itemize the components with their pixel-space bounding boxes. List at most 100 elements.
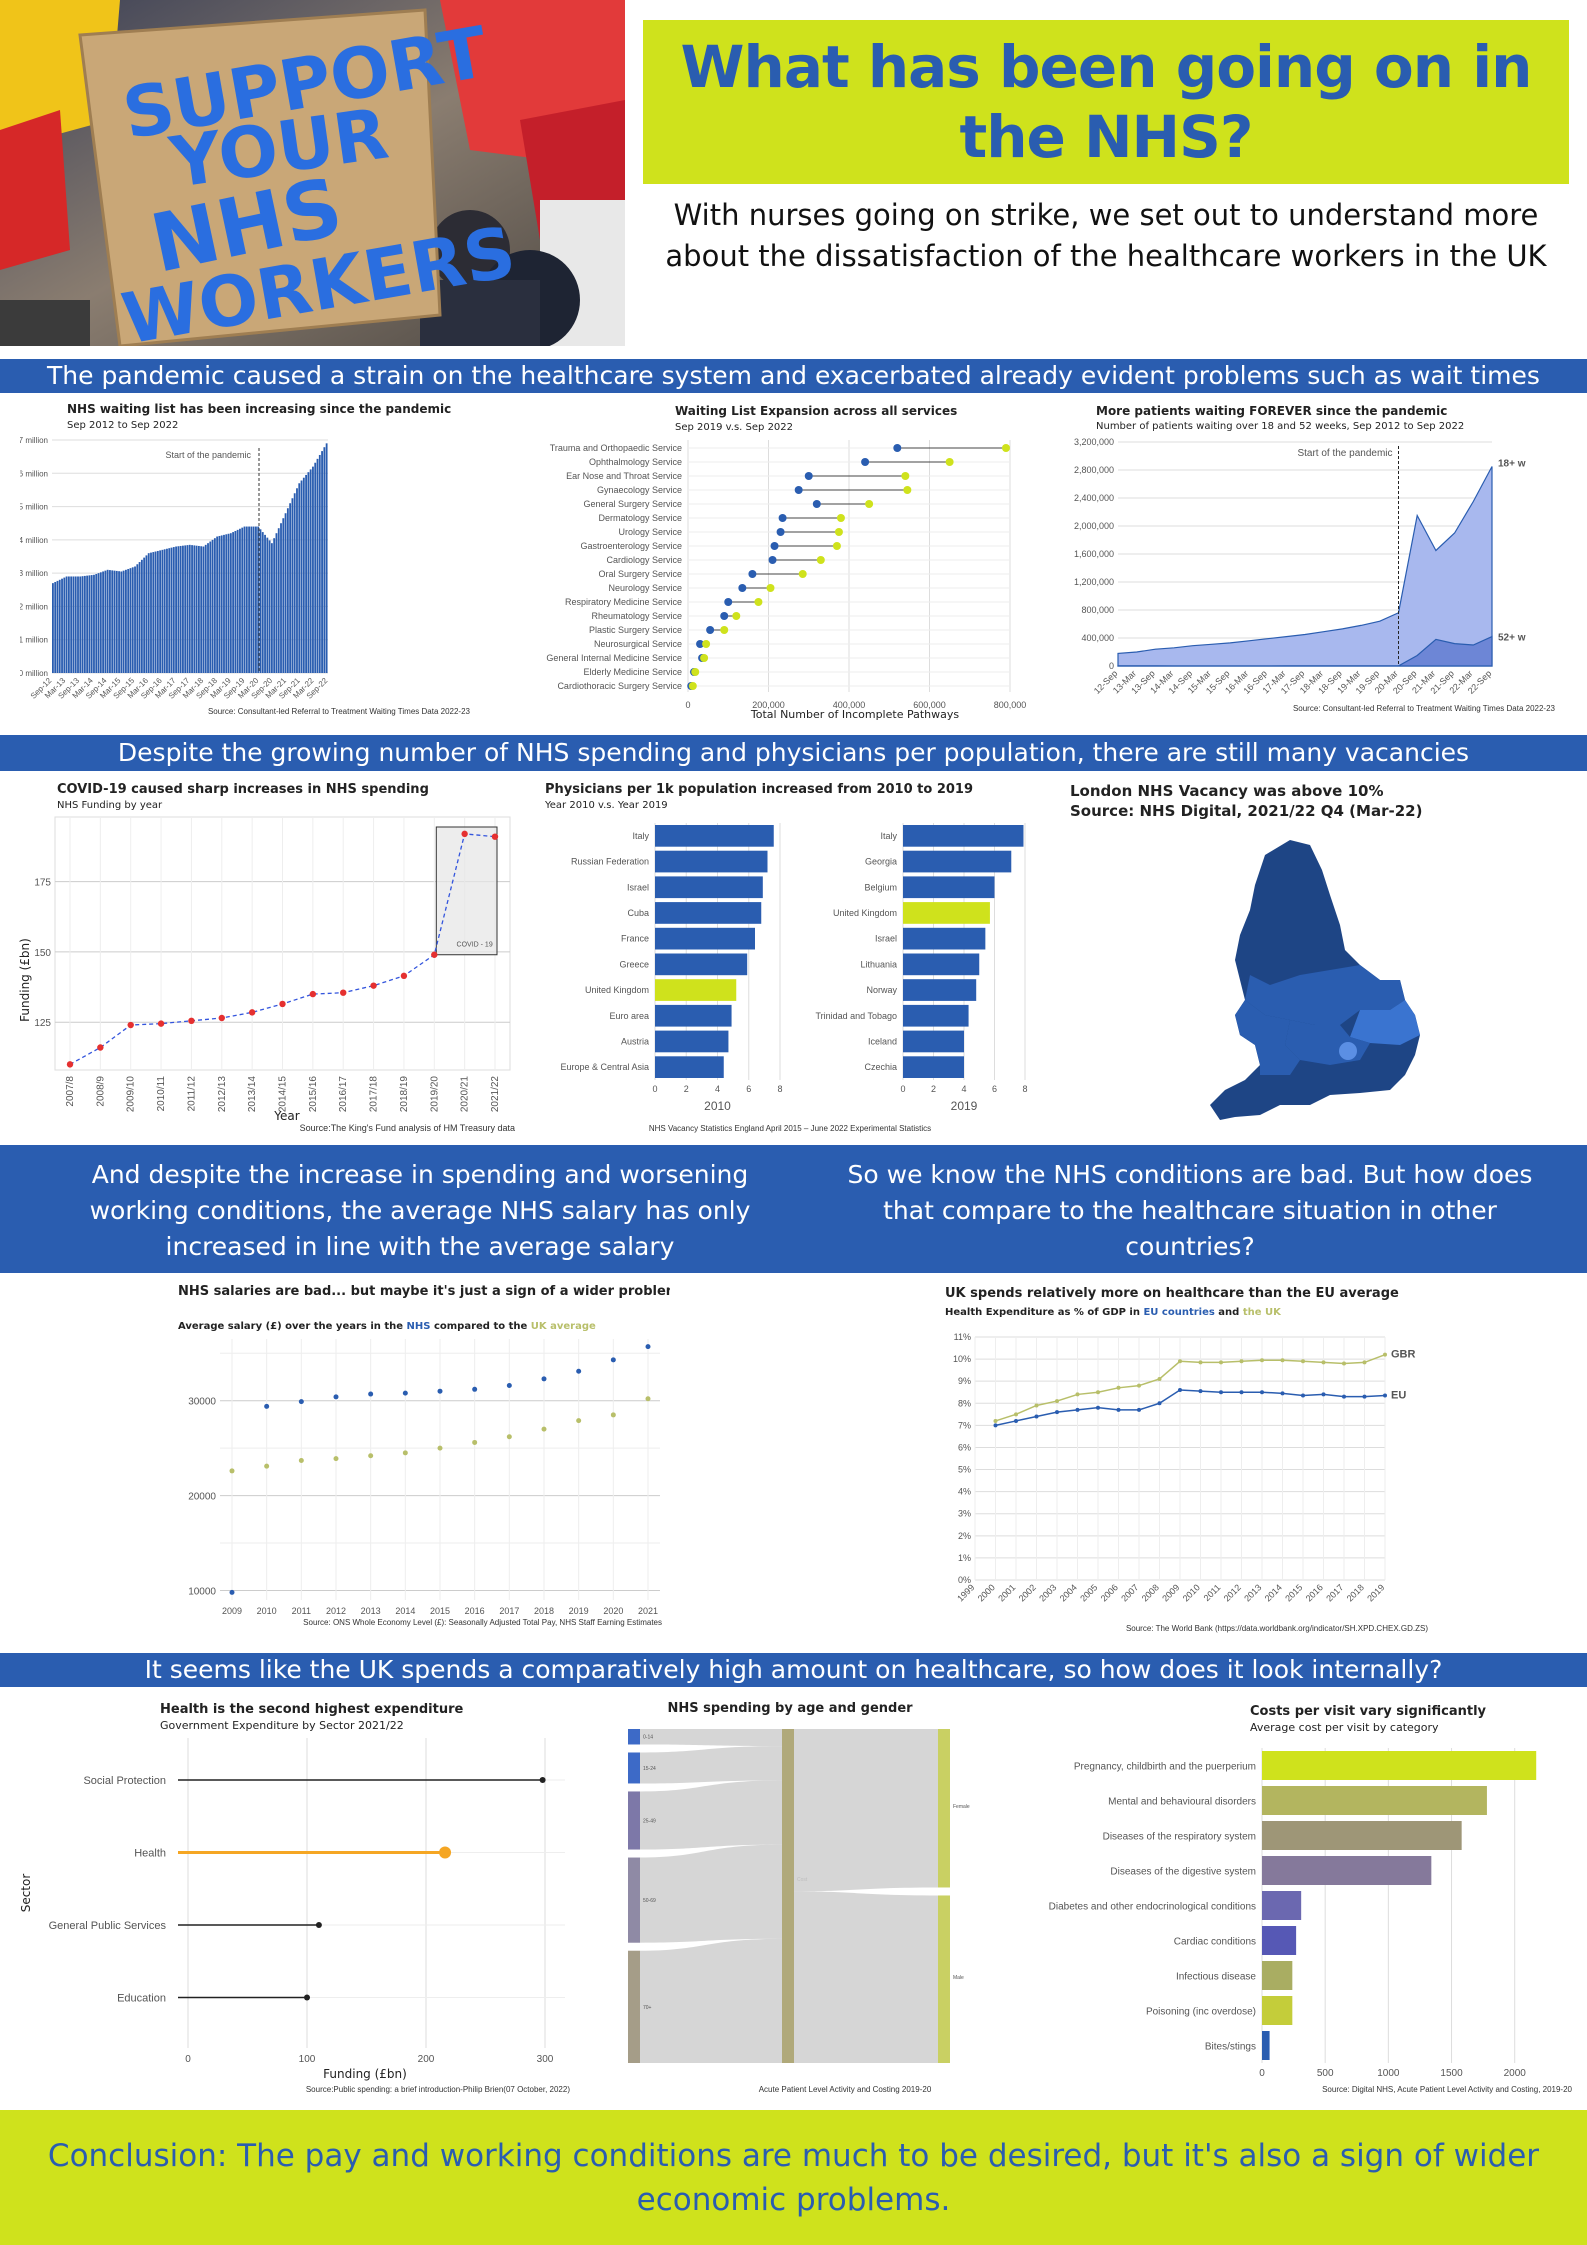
data-point [340, 989, 347, 996]
x-tick-label: 2 [684, 1084, 689, 1094]
chart-source: Acute Patient Level Activity and Costing… [759, 2085, 932, 2094]
chart-source: Source: Consultant-led Referral to Treat… [1293, 704, 1556, 713]
data-point [1198, 1389, 1203, 1394]
bar [186, 545, 189, 673]
bar [81, 576, 84, 673]
x-tick-label: 2002 [1017, 1582, 1038, 1603]
bar [655, 825, 774, 847]
chart-title: More patients waiting FOREVER since the … [1096, 404, 1447, 418]
bar [275, 533, 278, 673]
bar [284, 513, 287, 673]
bar [261, 532, 264, 673]
bar [195, 545, 198, 673]
hero-photo: SUPPORT YOUR NHS WORKERS [0, 0, 625, 346]
bar [655, 1030, 729, 1053]
data-point [188, 1017, 195, 1025]
bar [182, 545, 184, 673]
bar [300, 480, 303, 673]
x-tick-label: 6 [746, 1084, 751, 1094]
bar [1262, 1961, 1293, 1990]
y-tick-label: 20000 [188, 1492, 216, 1503]
category-label: Gastroenterology Service [580, 541, 682, 551]
x-tick-label: 4 [715, 1084, 720, 1094]
bar [104, 570, 107, 673]
bar [113, 570, 116, 673]
category-label: Lithuania [860, 959, 897, 969]
bar [1262, 1926, 1297, 1955]
data-point [157, 1020, 165, 1027]
category-label: Czechia [864, 1062, 897, 1072]
chart-title: NHS waiting list has been increasing sin… [67, 402, 451, 416]
bar [286, 508, 289, 673]
eu-line [995, 1389, 1386, 1427]
point-2019 [794, 486, 803, 494]
subtitle-prefix: Health Expenditure as % of GDP in [945, 1307, 1143, 1318]
subtitle-mid: compared to the [430, 1321, 530, 1332]
data-point [97, 1044, 104, 1051]
bar [259, 529, 262, 673]
bar [67, 576, 70, 673]
y-tick-label: 6% [958, 1442, 971, 1452]
uk-point [610, 1412, 616, 1418]
nhs-point [472, 1386, 478, 1392]
funding-chart: COVID-19 caused sharp increases in NHS s… [18, 782, 515, 1133]
data-point [1014, 1418, 1018, 1423]
bar [63, 577, 66, 673]
bar [118, 571, 120, 673]
x-tick-label: 0 [685, 700, 690, 710]
bar [58, 579, 61, 673]
vacancy-map: London NHS Vacancy was above 10% Source:… [1070, 782, 1422, 1120]
category-label: United Kingdom [833, 908, 897, 918]
category-label: Russian Federation [571, 857, 649, 867]
gbr-line [995, 1353, 1386, 1422]
category-label: Italy [632, 831, 649, 841]
lollipop-head [304, 1994, 310, 2001]
x-tick-label: 300 [537, 2054, 554, 2065]
bar [305, 474, 308, 673]
bar [159, 550, 162, 673]
point-2022 [834, 528, 843, 536]
chart-title-line: NHS salaries are bad... but maybe it's j… [178, 1284, 670, 1299]
area-18w [1117, 466, 1493, 667]
point-2022 [832, 542, 841, 550]
point-2019 [738, 584, 747, 592]
data-point [218, 1014, 225, 1022]
x-tick-label: 2016/17 [338, 1076, 349, 1113]
y-tick-label: 10000 [188, 1587, 216, 1598]
y-tick-label: 7% [958, 1420, 971, 1430]
chart-title: London NHS Vacancy was above 10% [1070, 782, 1383, 800]
uk-point [437, 1445, 443, 1451]
category-label: Health [134, 1848, 166, 1860]
point-2022 [720, 626, 729, 634]
nhs-point [298, 1399, 304, 1405]
category-label: Diabetes and other endocrinological cond… [1049, 1902, 1256, 1913]
chart-subtitle: Number of patients waiting over 18 and 5… [1096, 421, 1464, 432]
sankey-flow [640, 1844, 782, 1943]
bar [1262, 1996, 1293, 2025]
forever-waiting-chart: More patients waiting FOREVER since the … [1074, 404, 1556, 713]
section-banner-2: Despite the growing number of NHS spendi… [0, 735, 1587, 771]
category-label: United Kingdom [585, 985, 649, 995]
chart-title: Waiting List Expansion across all servic… [675, 404, 957, 418]
x-tick-label: 2007 [1119, 1582, 1140, 1603]
data-point [1301, 1359, 1305, 1364]
x-tick-label: 100 [299, 2054, 316, 2065]
bar [257, 526, 260, 673]
nhs-point [264, 1403, 270, 1409]
category-label: Social Protection [83, 1775, 166, 1787]
sankey-node-age [628, 1791, 640, 1850]
x-tick-label: 2003 [1037, 1582, 1058, 1603]
point-2019 [776, 528, 785, 536]
data-point [1075, 1392, 1080, 1397]
bar [225, 534, 228, 673]
bar [903, 1004, 969, 1027]
y-tick-label: 0 [1109, 661, 1114, 671]
panel-label: 2019 [951, 1099, 978, 1113]
data-point [1055, 1399, 1059, 1404]
point-2022 [903, 486, 912, 494]
x-tick-label: 2001 [996, 1582, 1017, 1603]
data-point [1034, 1403, 1039, 1408]
data-point [279, 1000, 286, 1008]
bar [321, 451, 323, 673]
bar [65, 576, 68, 673]
